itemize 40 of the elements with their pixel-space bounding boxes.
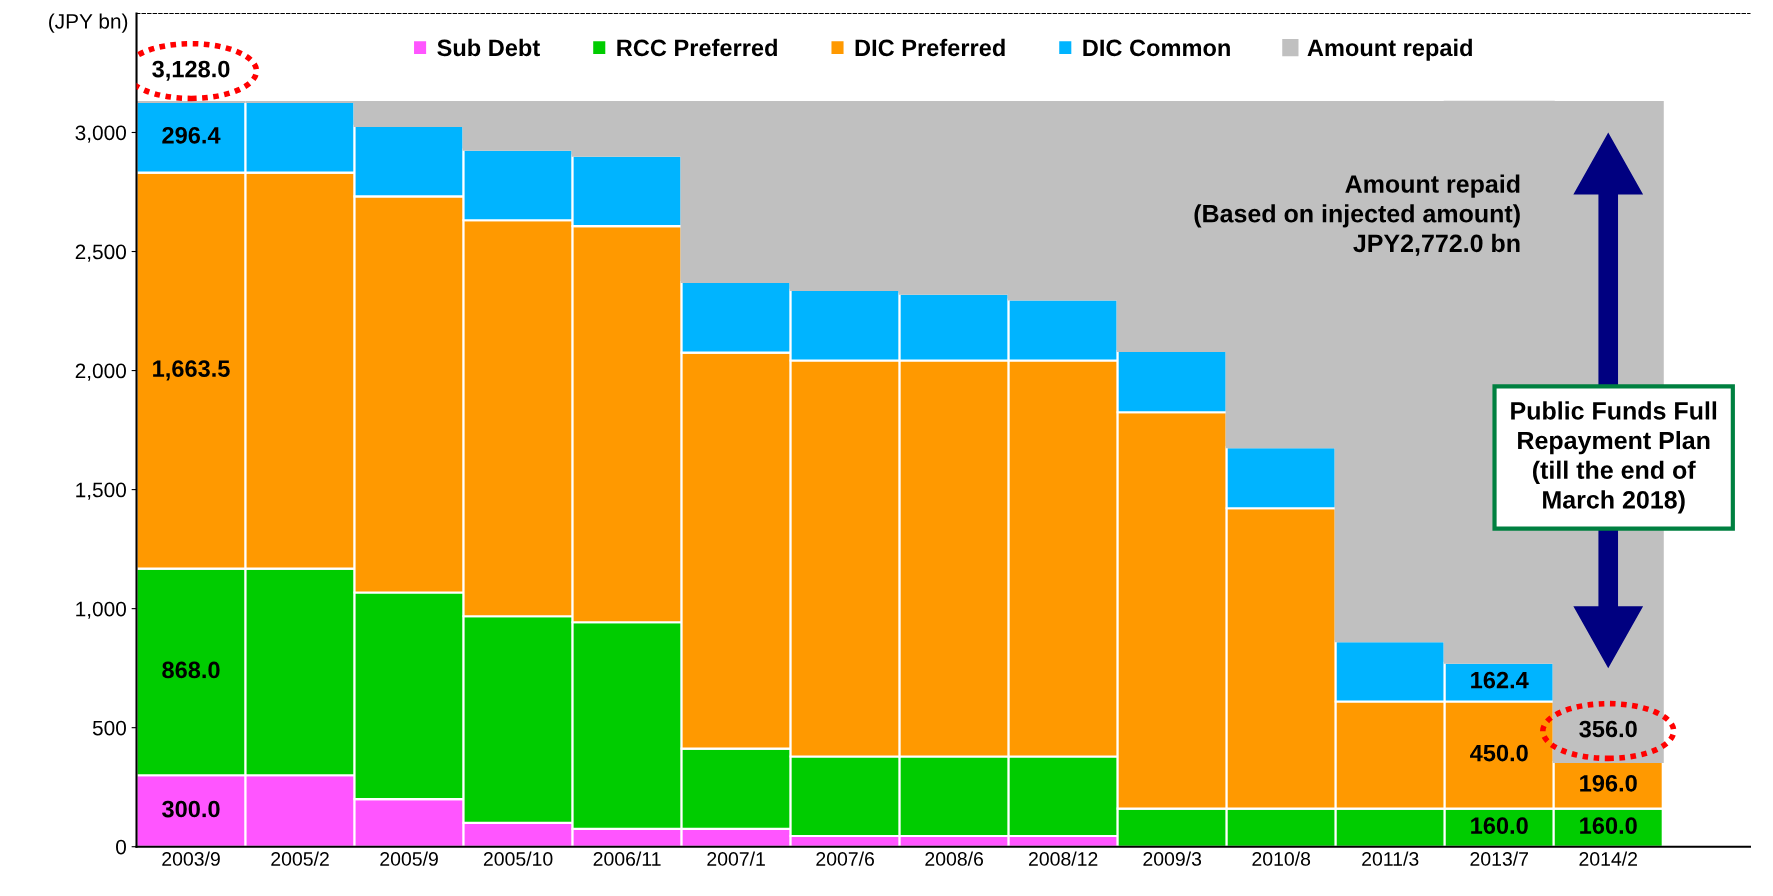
annotation: Amount repaid (Based on injected amount) JPY2,772.0 bn — [1194, 174, 1520, 256]
data-label: 160.0 — [1580, 817, 1637, 835]
y-tick-label: 2,000 — [75, 363, 126, 381]
y-tick-label: 500 — [92, 720, 126, 736]
x-tick-label: 2008/6 — [925, 851, 984, 866]
y-tick-label: 1,500 — [76, 482, 126, 500]
annotation: Public Funds Full Repayment Plan (till the end of March 2018) — [1511, 401, 1717, 514]
legend-label: Sub Debt — [437, 38, 540, 57]
legend-label: DIC Preferred — [855, 38, 1005, 57]
legend-label: RCC Preferred — [617, 38, 777, 57]
x-tick-label: 2005/10 — [483, 851, 553, 866]
y-axis-title: (JPY bn) — [49, 13, 128, 33]
x-tick-label: 2005/2 — [271, 851, 329, 866]
data-label: 196.0 — [1580, 774, 1637, 792]
data-label: 868.0 — [162, 661, 220, 679]
y-tick-label: 0 — [116, 839, 126, 855]
data-label: 1,663.5 — [153, 360, 230, 381]
annotation: 356.0 — [1579, 720, 1637, 738]
y-tick-label: 2,500 — [75, 244, 126, 262]
data-label: 450.0 — [1470, 744, 1528, 762]
legend-label: Amount repaid — [1307, 38, 1472, 61]
x-tick-label: 2008/12 — [1028, 851, 1098, 866]
x-tick-label: 2013/7 — [1470, 851, 1528, 866]
x-tick-label: 2011/3 — [1362, 851, 1419, 866]
x-tick-label: 2003/9 — [162, 851, 220, 866]
data-label: 162.4 — [1471, 671, 1529, 689]
x-tick-label: 2009/3 — [1143, 851, 1202, 866]
data-label: 160.0 — [1471, 817, 1528, 835]
x-tick-label: 2005/9 — [380, 851, 438, 866]
annotation: 3,128.0 — [152, 60, 230, 81]
data-label: 296.4 — [162, 126, 221, 144]
x-tick-label: 2007/1 — [707, 851, 765, 866]
x-tick-label: 2006/11 — [593, 851, 661, 866]
x-tick-label: 2007/6 — [816, 851, 875, 866]
legend-label: DIC Common — [1083, 39, 1230, 57]
y-tick-label: 1,000 — [76, 601, 126, 619]
data-label: 300.0 — [162, 800, 220, 818]
y-tick-label: 3,000 — [75, 125, 126, 143]
x-tick-label: 2010/8 — [1252, 851, 1311, 866]
x-tick-label: 2014/2 — [1579, 851, 1637, 866]
